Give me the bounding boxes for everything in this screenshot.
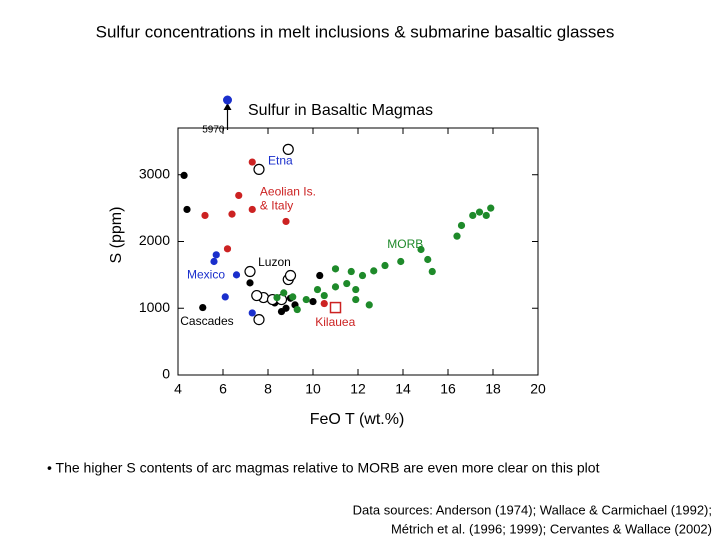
data-point bbox=[313, 285, 322, 294]
x-tick-label: 12 bbox=[350, 381, 366, 397]
x-tick-label: 8 bbox=[264, 381, 272, 397]
data-point bbox=[246, 279, 254, 287]
data-point bbox=[370, 267, 378, 275]
data-point bbox=[183, 205, 191, 214]
slide-title: Sulfur concentrations in melt inclusions… bbox=[96, 22, 615, 41]
data-point bbox=[277, 307, 286, 316]
data-point bbox=[428, 267, 436, 276]
data-point bbox=[331, 265, 340, 273]
data-point bbox=[352, 285, 360, 294]
data-point bbox=[221, 293, 229, 301]
data-point bbox=[381, 261, 389, 270]
plot-frame bbox=[177, 127, 539, 376]
off-scale-point bbox=[223, 95, 232, 105]
data-point bbox=[482, 211, 490, 220]
off-scale-arrowhead bbox=[223, 103, 232, 110]
annotation: Aeolian Is. bbox=[260, 184, 316, 198]
annotation: & Italy bbox=[260, 198, 293, 212]
data-point bbox=[253, 163, 265, 175]
x-tick-label: 4 bbox=[174, 381, 182, 397]
data-point bbox=[358, 271, 367, 280]
chart-title: Sulfur in Basaltic Magmas bbox=[248, 102, 433, 119]
y-tick-label: 3000 bbox=[139, 165, 170, 181]
data-point bbox=[282, 143, 294, 155]
annotation: Cascades bbox=[180, 314, 233, 328]
data-point bbox=[424, 255, 432, 264]
data-point bbox=[320, 291, 328, 300]
data-point bbox=[235, 191, 243, 200]
data-point bbox=[248, 309, 256, 317]
data-point bbox=[329, 301, 342, 314]
data-point bbox=[223, 245, 232, 253]
data-point bbox=[343, 279, 351, 288]
data-point bbox=[453, 232, 461, 240]
off-scale-label: 5970 bbox=[202, 125, 225, 136]
data-point bbox=[251, 289, 263, 302]
data-point bbox=[417, 245, 425, 254]
x-tick-label: 10 bbox=[305, 381, 321, 397]
data-point bbox=[309, 297, 317, 306]
data-point bbox=[320, 299, 328, 308]
annotation: Etna bbox=[268, 154, 293, 168]
data-point bbox=[293, 305, 301, 314]
data-point bbox=[457, 221, 466, 230]
data-point bbox=[282, 217, 290, 226]
annotation: Luzon bbox=[258, 255, 291, 269]
data-point bbox=[284, 269, 297, 282]
data-point bbox=[228, 210, 236, 218]
bullet-text: • The higher S contents of arc magmas re… bbox=[47, 460, 600, 476]
data-point bbox=[475, 208, 484, 216]
x-tick-label: 14 bbox=[395, 381, 411, 397]
data-point bbox=[199, 303, 207, 312]
annotation: Kilauea bbox=[315, 315, 355, 329]
data-point bbox=[280, 289, 288, 297]
data-point bbox=[347, 267, 355, 276]
data-point bbox=[273, 293, 281, 302]
data-point bbox=[365, 301, 373, 309]
data-point bbox=[487, 204, 495, 212]
x-tick-label: 20 bbox=[530, 381, 546, 397]
y-axis-label: S (ppm) bbox=[108, 207, 125, 264]
source-line: Métrich et al. (1996; 1999); Cervantes &… bbox=[391, 521, 712, 536]
data-point bbox=[253, 313, 265, 326]
y-tick-label: 1000 bbox=[139, 299, 170, 315]
x-tick-label: 6 bbox=[219, 381, 227, 397]
data-point bbox=[397, 257, 405, 266]
data-point bbox=[210, 257, 218, 266]
x-axis-label: FeO T (wt.%) bbox=[310, 411, 405, 428]
source-line: Data sources: Anderson (1974); Wallace &… bbox=[353, 502, 712, 517]
data-point bbox=[316, 271, 324, 280]
x-tick-label: 16 bbox=[440, 381, 456, 397]
data-point bbox=[289, 293, 297, 301]
y-tick-label: 2000 bbox=[139, 232, 170, 248]
y-tick-label: 0 bbox=[162, 366, 170, 382]
data-point bbox=[302, 295, 310, 304]
data-point bbox=[180, 171, 188, 179]
x-tick-label: 18 bbox=[485, 381, 501, 397]
data-point bbox=[232, 271, 241, 279]
data-point bbox=[352, 295, 360, 304]
data-point bbox=[248, 158, 256, 166]
data-point bbox=[201, 211, 209, 220]
annotation: Mexico bbox=[187, 268, 225, 282]
annotation: MORB bbox=[387, 237, 423, 251]
data-point bbox=[244, 265, 256, 278]
data-point bbox=[331, 283, 340, 291]
data-point bbox=[248, 205, 256, 214]
data-point bbox=[469, 211, 477, 220]
data-point bbox=[212, 251, 220, 259]
